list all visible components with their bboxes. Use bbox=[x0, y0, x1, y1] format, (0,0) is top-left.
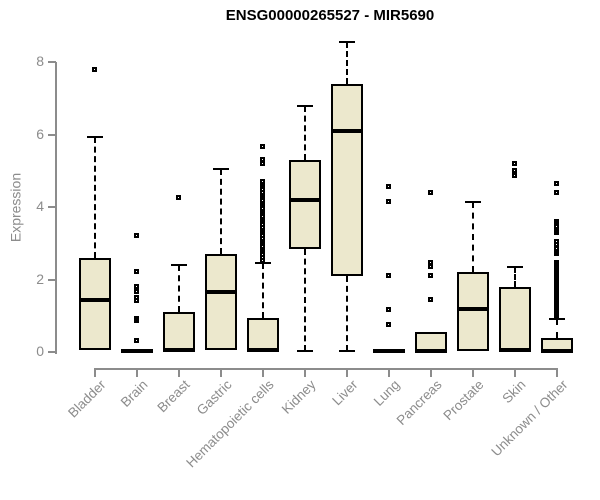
chart-title: ENSG00000265527 - MIR5690 bbox=[225, 7, 435, 24]
outlier-point bbox=[428, 263, 433, 269]
upper-whisker bbox=[178, 265, 180, 313]
outlier-point bbox=[554, 189, 559, 195]
median-line bbox=[79, 297, 111, 302]
y-axis-tick bbox=[48, 351, 56, 353]
outlier-point bbox=[428, 296, 433, 302]
outlier-point bbox=[134, 298, 139, 304]
upper-whisker bbox=[472, 201, 474, 273]
median-line bbox=[289, 197, 321, 202]
upper-whisker-cap bbox=[465, 200, 481, 203]
box bbox=[205, 254, 237, 351]
median-line bbox=[373, 348, 405, 353]
lower-whisker-cap bbox=[297, 350, 313, 353]
x-axis-tick bbox=[472, 369, 474, 377]
upper-whisker bbox=[556, 319, 558, 338]
upper-whisker-cap bbox=[507, 265, 523, 268]
outlier-point bbox=[260, 160, 265, 166]
y-tick-label: 8 bbox=[36, 53, 44, 70]
upper-whisker-cap bbox=[339, 41, 355, 44]
y-axis-tick bbox=[48, 133, 56, 136]
outlier-point bbox=[134, 233, 139, 239]
median-line bbox=[121, 348, 153, 353]
outlier-point bbox=[134, 283, 139, 289]
upper-whisker-cap bbox=[87, 135, 103, 138]
y-axis-tick bbox=[48, 61, 56, 64]
median-line bbox=[541, 348, 573, 353]
box bbox=[331, 84, 363, 276]
outlier-point bbox=[554, 229, 559, 235]
outlier-point bbox=[386, 321, 391, 327]
y-axis-tick bbox=[48, 206, 56, 209]
outlier-point bbox=[134, 269, 139, 275]
y-axis-line bbox=[55, 62, 57, 354]
x-axis-tick bbox=[304, 369, 306, 377]
outlier-point bbox=[134, 338, 139, 344]
upper-whisker bbox=[262, 263, 264, 318]
median-line bbox=[163, 348, 195, 353]
box bbox=[79, 257, 111, 351]
x-axis-tick bbox=[556, 369, 558, 377]
outlier-point bbox=[428, 272, 433, 278]
box bbox=[289, 160, 321, 249]
x-axis-tick bbox=[346, 369, 348, 377]
upper-whisker-cap bbox=[171, 264, 187, 267]
x-axis-tick bbox=[388, 369, 390, 377]
box bbox=[499, 286, 531, 352]
upper-whisker-cap bbox=[549, 318, 565, 321]
outlier-point bbox=[554, 251, 559, 257]
y-axis-tick bbox=[48, 278, 56, 281]
outlier-point bbox=[386, 198, 391, 204]
x-axis-tick bbox=[178, 369, 180, 377]
x-axis-tick bbox=[262, 369, 264, 377]
upper-whisker-cap bbox=[213, 168, 229, 171]
y-tick-label: 6 bbox=[36, 125, 44, 142]
outlier-point bbox=[386, 184, 391, 190]
median-line bbox=[499, 348, 531, 353]
outlier-point bbox=[512, 173, 517, 179]
outlier-point bbox=[260, 144, 265, 150]
x-axis-tick bbox=[430, 369, 432, 377]
x-axis-line bbox=[94, 368, 558, 370]
outlier-point bbox=[512, 168, 517, 173]
y-tick-label: 0 bbox=[36, 343, 44, 359]
outlier-point bbox=[554, 312, 559, 318]
upper-whisker bbox=[346, 42, 348, 85]
median-line bbox=[205, 290, 237, 295]
upper-whisker bbox=[304, 105, 306, 161]
upper-whisker bbox=[220, 169, 222, 255]
x-axis-tick bbox=[94, 369, 96, 377]
y-tick-label: 4 bbox=[36, 198, 44, 215]
lower-whisker bbox=[304, 248, 306, 352]
y-tick-label: 2 bbox=[36, 270, 44, 287]
outlier-point bbox=[92, 66, 97, 72]
outlier-point bbox=[386, 307, 391, 313]
outlier-point bbox=[554, 180, 559, 186]
upper-whisker-cap bbox=[297, 104, 313, 107]
outlier-point bbox=[134, 318, 139, 324]
upper-whisker-cap bbox=[255, 262, 271, 265]
outlier-point bbox=[134, 289, 139, 295]
box bbox=[163, 312, 195, 352]
lower-whisker-cap bbox=[339, 350, 355, 353]
outlier-point bbox=[428, 189, 433, 195]
x-axis-tick bbox=[136, 369, 138, 377]
x-axis-tick bbox=[514, 369, 516, 377]
upper-whisker bbox=[94, 136, 96, 258]
box bbox=[457, 272, 489, 352]
median-line bbox=[247, 348, 279, 353]
box bbox=[247, 317, 279, 352]
lower-whisker bbox=[346, 275, 348, 352]
outlier-point bbox=[512, 160, 517, 166]
upper-whisker bbox=[514, 266, 516, 287]
median-line bbox=[415, 348, 447, 353]
x-axis-tick bbox=[220, 369, 222, 377]
outlier-point bbox=[176, 195, 181, 201]
median-line bbox=[331, 129, 363, 134]
outlier-point bbox=[260, 257, 265, 263]
median-line bbox=[457, 306, 489, 311]
outlier-point bbox=[386, 272, 391, 278]
